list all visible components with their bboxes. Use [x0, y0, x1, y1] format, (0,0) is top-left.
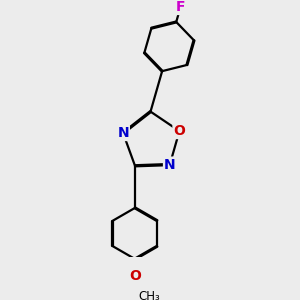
Text: F: F: [176, 0, 185, 14]
Text: O: O: [173, 124, 185, 138]
Text: N: N: [117, 126, 129, 140]
Text: CH₃: CH₃: [139, 290, 160, 300]
Text: O: O: [129, 269, 141, 283]
Text: N: N: [164, 158, 176, 172]
